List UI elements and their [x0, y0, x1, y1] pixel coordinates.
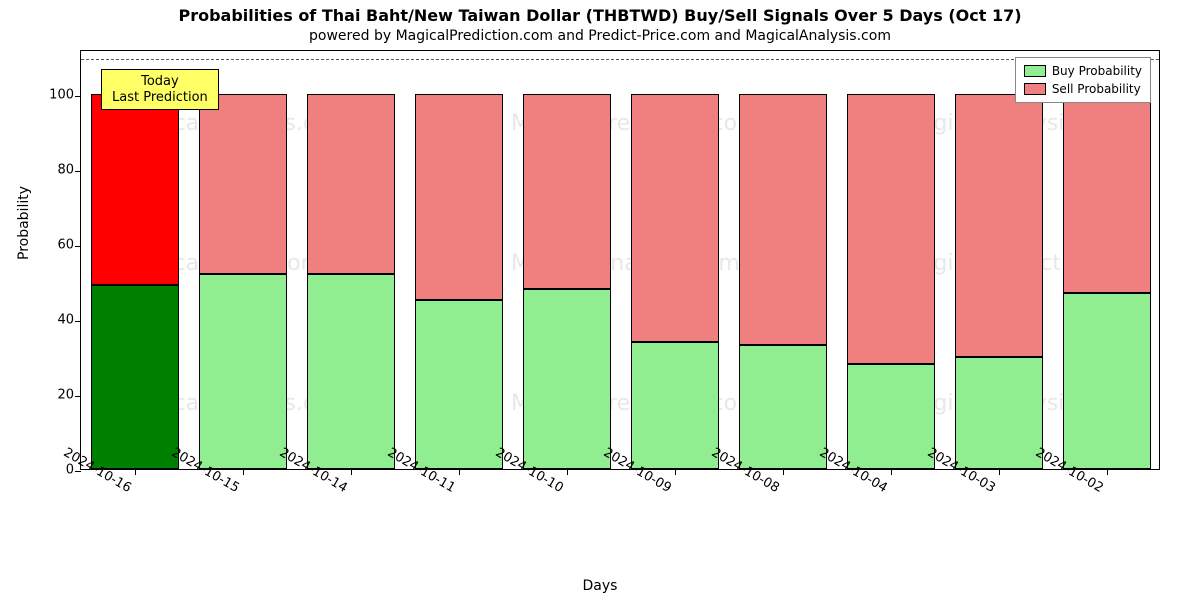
bar-group — [955, 49, 1044, 469]
bar-group — [91, 49, 180, 469]
y-tick-label: 100 — [34, 88, 74, 103]
x-tick-mark — [351, 469, 352, 475]
y-tick-mark — [75, 396, 81, 397]
sell-bar — [955, 94, 1044, 357]
chart-subtitle: powered by MagicalPrediction.com and Pre… — [0, 28, 1200, 44]
bar-group — [523, 49, 612, 469]
x-tick-mark — [567, 469, 568, 475]
buy-bar — [415, 300, 504, 469]
y-tick-label: 0 — [34, 463, 74, 478]
legend: Buy ProbabilitySell Probability — [1015, 57, 1151, 103]
legend-item: Buy Probability — [1024, 62, 1142, 80]
sell-bar — [307, 94, 396, 274]
y-tick-label: 40 — [34, 313, 74, 328]
x-tick-mark — [783, 469, 784, 475]
chart-title: Probabilities of Thai Baht/New Taiwan Do… — [0, 6, 1200, 25]
x-tick-mark — [999, 469, 1000, 475]
bar-group — [1063, 49, 1152, 469]
x-tick-mark — [243, 469, 244, 475]
today-annotation: TodayLast Prediction — [101, 69, 219, 110]
x-tick-mark — [891, 469, 892, 475]
annotation-line: Last Prediction — [112, 90, 208, 106]
x-tick-mark — [135, 469, 136, 475]
x-tick-mark — [1107, 469, 1108, 475]
sell-bar — [523, 94, 612, 289]
chart-container: Probabilities of Thai Baht/New Taiwan Do… — [0, 0, 1200, 600]
plot-area: MagicalAnalysis.comMagicalPrediction.com… — [80, 50, 1160, 470]
legend-item: Sell Probability — [1024, 80, 1142, 98]
bar-group — [199, 49, 288, 469]
sell-bar — [739, 94, 828, 345]
bar-group — [847, 49, 936, 469]
bar-group — [307, 49, 396, 469]
buy-bar — [91, 285, 180, 469]
legend-label: Buy Probability — [1052, 62, 1142, 80]
sell-bar — [199, 94, 288, 274]
sell-bar — [847, 94, 936, 364]
buy-bar — [1063, 293, 1152, 469]
y-tick-mark — [75, 171, 81, 172]
sell-bar — [631, 94, 720, 342]
sell-bar — [1063, 94, 1152, 293]
bar-group — [415, 49, 504, 469]
legend-swatch — [1024, 65, 1046, 77]
y-axis-label: Probability — [16, 186, 32, 260]
y-tick-mark — [75, 471, 81, 472]
annotation-line: Today — [112, 74, 208, 90]
y-tick-label: 60 — [34, 238, 74, 253]
y-tick-label: 80 — [34, 163, 74, 178]
buy-bar — [199, 274, 288, 469]
y-tick-mark — [75, 96, 81, 97]
buy-bar — [631, 342, 720, 470]
x-axis-label: Days — [0, 578, 1200, 594]
buy-bar — [307, 274, 396, 469]
buy-bar — [847, 364, 936, 469]
x-tick-mark — [459, 469, 460, 475]
y-tick-mark — [75, 246, 81, 247]
buy-bar — [739, 345, 828, 469]
sell-bar — [91, 94, 180, 285]
bar-group — [631, 49, 720, 469]
bar-group — [739, 49, 828, 469]
legend-label: Sell Probability — [1052, 80, 1141, 98]
y-tick-mark — [75, 321, 81, 322]
x-tick-mark — [675, 469, 676, 475]
buy-bar — [955, 357, 1044, 470]
buy-bar — [523, 289, 612, 469]
sell-bar — [415, 94, 504, 300]
y-tick-label: 20 — [34, 388, 74, 403]
legend-swatch — [1024, 83, 1046, 95]
